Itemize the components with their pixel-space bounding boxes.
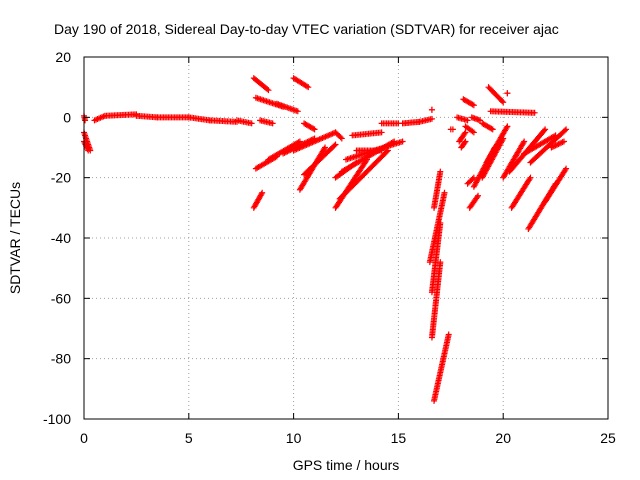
data-point	[477, 117, 484, 124]
data-point	[551, 143, 558, 150]
data-point	[470, 174, 477, 181]
data-point	[310, 125, 317, 132]
data-point	[469, 175, 476, 182]
data-point	[264, 86, 271, 93]
grid-lines	[84, 57, 608, 419]
data-point	[469, 128, 476, 135]
x-tick-label: 15	[391, 430, 407, 446]
data-point	[526, 176, 533, 183]
data-point	[248, 120, 255, 127]
data-point	[552, 142, 559, 149]
data-point	[378, 147, 385, 154]
data-point	[294, 108, 301, 115]
data-point	[549, 143, 556, 150]
data-point	[462, 138, 469, 145]
y-tick-label: 20	[55, 49, 71, 65]
y-tick-label: -80	[51, 351, 71, 367]
data-point	[269, 120, 276, 127]
data-point	[488, 125, 495, 132]
data-point	[521, 138, 528, 145]
x-tick-label: 25	[600, 430, 616, 446]
data-points	[81, 75, 570, 404]
data-point	[499, 98, 506, 105]
data-point	[259, 189, 266, 196]
data-point	[461, 130, 468, 137]
data-point	[258, 191, 265, 198]
data-point	[428, 115, 435, 122]
data-point	[428, 106, 435, 113]
x-tick-label: 10	[286, 430, 302, 446]
chart-title: Day 190 of 2018, Sidereal Day-to-day VTE…	[54, 21, 559, 37]
data-point	[332, 141, 339, 148]
data-point	[469, 101, 476, 108]
data-point	[561, 127, 568, 134]
data-point	[504, 90, 511, 97]
data-point	[331, 142, 338, 149]
y-axis-title: SDTVAR / TECUs	[7, 182, 23, 294]
y-tick-label: -60	[51, 290, 71, 306]
data-point	[560, 138, 567, 145]
axis-ticks	[83, 56, 609, 420]
data-point	[503, 124, 510, 131]
y-tick-labels: -100 -80 -60 -40 -20 0 20	[43, 49, 71, 427]
data-point	[542, 126, 549, 133]
x-axis-title: GPS time / hours	[293, 457, 400, 473]
data-point	[556, 140, 563, 147]
x-tick-label: 5	[185, 430, 193, 446]
data-point	[470, 129, 477, 136]
data-point	[399, 138, 406, 145]
data-point	[475, 192, 482, 199]
data-point	[531, 109, 538, 116]
x-tick-label: 0	[80, 430, 88, 446]
data-point	[85, 147, 92, 154]
data-point	[437, 259, 444, 266]
data-point	[555, 141, 562, 148]
data-point	[563, 165, 570, 172]
y-tick-label: -20	[51, 170, 71, 186]
data-point	[449, 126, 456, 133]
data-point	[558, 139, 565, 146]
data-point	[563, 126, 570, 133]
data-point	[437, 219, 444, 226]
data-point	[384, 147, 391, 154]
data-point	[378, 129, 385, 136]
data-point	[321, 145, 328, 152]
data-point	[559, 139, 566, 146]
data-point	[265, 87, 272, 94]
data-point	[548, 144, 555, 151]
data-point	[474, 194, 481, 201]
data-point	[311, 126, 318, 133]
y-tick-label: -40	[51, 230, 71, 246]
data-point	[520, 139, 527, 146]
x-tick-labels: 0 5 10 15 20 25	[80, 430, 616, 446]
data-point	[489, 126, 496, 133]
data-point	[322, 144, 329, 151]
data-point	[337, 134, 344, 141]
data-point	[305, 84, 312, 91]
data-point	[82, 117, 89, 124]
data-point	[383, 148, 390, 155]
data-point	[461, 139, 468, 146]
data-point	[303, 83, 310, 90]
y-tick-label: 0	[63, 109, 71, 125]
data-point	[470, 102, 477, 109]
data-point	[338, 135, 345, 142]
data-point	[541, 127, 548, 134]
data-point	[462, 129, 469, 136]
data-point	[437, 168, 444, 175]
data-point	[504, 123, 511, 130]
data-point	[464, 117, 471, 124]
y-tick-label: -100	[43, 411, 71, 427]
data-point	[527, 174, 534, 181]
x-tick-label: 20	[495, 430, 511, 446]
data-point	[441, 189, 448, 196]
data-point	[445, 331, 452, 338]
data-point	[553, 141, 560, 148]
data-point	[500, 99, 507, 106]
data-point	[562, 166, 569, 173]
